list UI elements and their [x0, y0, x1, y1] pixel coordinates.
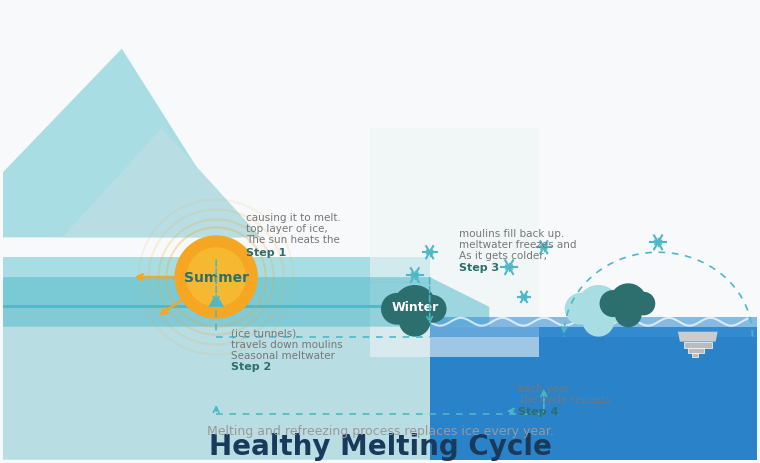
Text: Summer: Summer	[184, 270, 249, 284]
Text: Step 1: Step 1	[246, 248, 287, 258]
Text: As it gets colder,: As it gets colder,	[460, 250, 547, 261]
Polygon shape	[0, 50, 241, 238]
Polygon shape	[684, 342, 711, 348]
Text: meltwater freezes and: meltwater freezes and	[460, 240, 577, 250]
Polygon shape	[678, 332, 717, 342]
Circle shape	[610, 284, 647, 321]
Text: (ice tunnels).: (ice tunnels).	[231, 328, 299, 338]
Text: moulins fill back up.: moulins fill back up.	[460, 229, 565, 239]
Text: travels down moulins: travels down moulins	[231, 339, 343, 349]
Text: The cycle repeats: The cycle repeats	[518, 394, 610, 404]
Text: each year.: each year.	[518, 383, 572, 394]
Polygon shape	[429, 317, 758, 337]
Polygon shape	[2, 277, 489, 327]
Text: Winter: Winter	[391, 300, 439, 313]
Circle shape	[632, 292, 655, 316]
Circle shape	[393, 285, 436, 329]
Polygon shape	[2, 307, 529, 460]
Text: Healthy Melting Cycle: Healthy Melting Cycle	[208, 432, 552, 460]
Circle shape	[603, 295, 630, 323]
Polygon shape	[2, 257, 429, 307]
Polygon shape	[692, 353, 698, 357]
Circle shape	[565, 294, 597, 325]
Circle shape	[600, 290, 626, 318]
Circle shape	[419, 295, 447, 323]
Text: Melting and refreezing process replaces ice every year.: Melting and refreezing process replaces …	[207, 425, 553, 438]
Circle shape	[577, 285, 620, 329]
Polygon shape	[62, 129, 261, 238]
Circle shape	[615, 300, 641, 327]
Text: Step 2: Step 2	[231, 362, 271, 372]
Text: Seasonal meltwater: Seasonal meltwater	[231, 350, 335, 360]
Text: Step 4: Step 4	[518, 406, 559, 416]
Text: Step 3: Step 3	[460, 263, 499, 273]
Circle shape	[399, 305, 431, 337]
Circle shape	[175, 236, 258, 319]
Text: The sun heats the: The sun heats the	[246, 235, 340, 245]
Polygon shape	[370, 129, 539, 357]
Circle shape	[186, 248, 246, 307]
Polygon shape	[208, 297, 224, 307]
Polygon shape	[429, 327, 758, 460]
Circle shape	[381, 294, 413, 325]
Polygon shape	[688, 348, 704, 353]
Text: top layer of ice,: top layer of ice,	[246, 224, 328, 234]
Circle shape	[583, 305, 614, 337]
Text: causing it to melt.: causing it to melt.	[246, 213, 340, 223]
